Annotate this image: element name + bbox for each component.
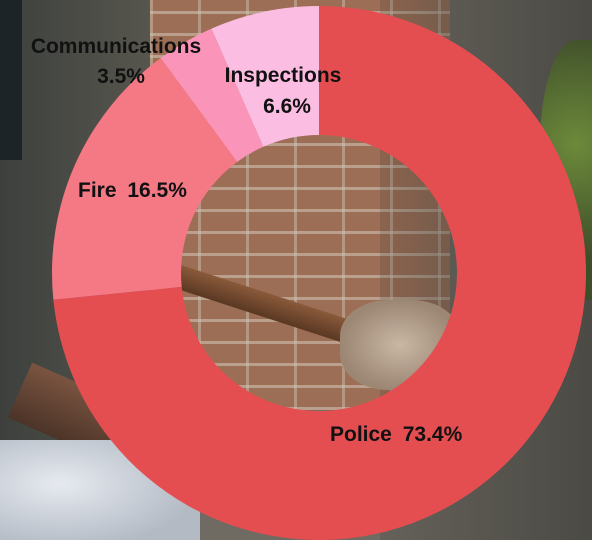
slice-name-communications: Communications bbox=[31, 35, 201, 58]
slice-label-fire: Fire 16.5% bbox=[78, 179, 187, 202]
slice-fire bbox=[52, 57, 238, 300]
slice-police bbox=[53, 6, 586, 540]
slice-inspections bbox=[211, 6, 319, 147]
slice-percent-police: 73.4% bbox=[403, 423, 463, 446]
slice-name-inspections: Inspections bbox=[225, 64, 342, 87]
background-window bbox=[0, 0, 22, 160]
donut-slices bbox=[52, 6, 586, 540]
slice-percent-fire: 16.5% bbox=[127, 179, 187, 202]
slice-percent-communications: 3.5% bbox=[97, 65, 145, 88]
slice-label-police: Police 73.4% bbox=[330, 423, 463, 446]
slice-name-fire: Fire bbox=[78, 179, 117, 202]
slice-communications bbox=[160, 28, 264, 162]
slice-name-police: Police bbox=[330, 423, 392, 446]
slice-percent-inspections: 6.6% bbox=[263, 95, 311, 118]
